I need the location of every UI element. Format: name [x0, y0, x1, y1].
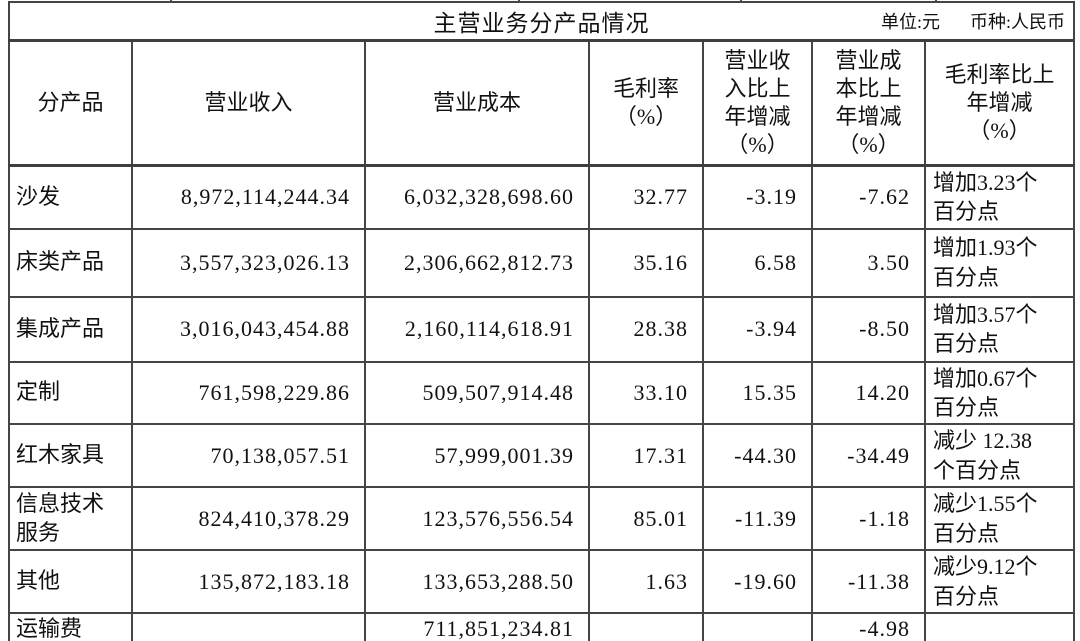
- cell-revenue: 824,410,378.29: [131, 486, 366, 551]
- table-row: 信息技术 服务 824,410,378.29 123,576,556.54 85…: [8, 486, 1076, 551]
- column-header-cost: 营业成本: [364, 39, 590, 167]
- currency-label: 币种:人民币: [970, 12, 1066, 32]
- cell-revenue: 3,016,043,454.88: [131, 295, 366, 363]
- cell-margin-yoy: 减少1.55个 百分点: [923, 486, 1076, 551]
- column-header-revenue: 营业收入: [131, 39, 366, 167]
- cell-cost-yoy: -7.62: [811, 164, 926, 230]
- cell-gross-margin: 17.31: [588, 423, 704, 488]
- cell-gross-margin: 32.77: [588, 164, 704, 230]
- main-product-table: 主营业务分产品情况 单位:元 币种:人民币 分产品 营业收入 营业成本 毛利率 …: [7, 1, 1076, 641]
- cell-revenue: 761,598,229.86: [131, 360, 366, 425]
- cell-margin-yoy: [923, 612, 1076, 641]
- table-header-row: 分产品 营业收入 营业成本 毛利率 （%） 营业收 入比上 年增减 （%） 营业…: [8, 39, 1076, 167]
- cell-revenue-yoy: -44.30: [702, 423, 813, 488]
- cell-product: 信息技术 服务: [8, 486, 133, 551]
- cell-cost: 6,032,328,698.60: [364, 164, 590, 230]
- cell-cost-yoy: -11.38: [811, 549, 926, 614]
- unit-block: 单位:元 币种:人民币: [881, 8, 1065, 34]
- cell-cost: 133,653,288.50: [364, 549, 590, 614]
- cell-revenue: 8,972,114,244.34: [131, 164, 366, 230]
- cell-revenue-yoy: [702, 612, 813, 641]
- column-header-gross-margin: 毛利率 （%）: [588, 39, 704, 167]
- table-row: 运输费 711,851,234.81 -4.98: [8, 612, 1076, 641]
- cell-cost: 509,507,914.48: [364, 360, 590, 425]
- table-row: 集成产品 3,016,043,454.88 2,160,114,618.91 2…: [8, 295, 1076, 363]
- column-header-cost-yoy: 营业成 本比上 年增减 （%）: [811, 39, 926, 167]
- cell-gross-margin: 35.16: [588, 227, 704, 298]
- cell-gross-margin: 28.38: [588, 295, 704, 363]
- cell-cost-yoy: -1.18: [811, 486, 926, 551]
- cell-product: 沙发: [8, 164, 133, 230]
- cell-cost-yoy: 14.20: [811, 360, 926, 425]
- table-title-cell: 主营业务分产品情况 单位:元 币种:人民币: [7, 1, 1076, 42]
- column-header-product: 分产品: [8, 39, 133, 167]
- cell-revenue: 135,872,183.18: [131, 549, 366, 614]
- cell-cost: 2,306,662,812.73: [364, 227, 590, 298]
- cell-cost: 123,576,556.54: [364, 486, 590, 551]
- cell-gross-margin: 1.63: [588, 549, 704, 614]
- table-row: 定制 761,598,229.86 509,507,914.48 33.10 1…: [8, 360, 1076, 425]
- cell-revenue-yoy: 6.58: [702, 227, 813, 298]
- table-row: 床类产品 3,557,323,026.13 2,306,662,812.73 3…: [8, 227, 1076, 298]
- cell-revenue-yoy: -19.60: [702, 549, 813, 614]
- cell-gross-margin: 85.01: [588, 486, 704, 551]
- cell-product: 定制: [8, 360, 133, 425]
- cell-cost: 711,851,234.81: [364, 612, 590, 641]
- cell-gross-margin: [588, 612, 704, 641]
- cell-product: 运输费: [8, 612, 133, 641]
- cell-revenue-yoy: -3.19: [702, 164, 813, 230]
- cell-margin-yoy: 减少 12.38 个百分点: [923, 423, 1076, 488]
- cell-cost: 2,160,114,618.91: [364, 295, 590, 363]
- cell-cost-yoy: 3.50: [811, 227, 926, 298]
- cell-revenue-yoy: 15.35: [702, 360, 813, 425]
- cell-margin-yoy: 减少9.12个 百分点: [923, 549, 1076, 614]
- cell-gross-margin: 33.10: [588, 360, 704, 425]
- cell-margin-yoy: 增加3.57个 百分点: [923, 295, 1076, 363]
- cell-cost-yoy: -4.98: [811, 612, 926, 641]
- cell-margin-yoy: 增加3.23个 百分点: [923, 164, 1076, 230]
- cell-product: 集成产品: [8, 295, 133, 363]
- cell-revenue: 70,138,057.51: [131, 423, 366, 488]
- cell-margin-yoy: 增加1.93个 百分点: [923, 227, 1076, 298]
- cell-cost-yoy: -34.49: [811, 423, 926, 488]
- cell-cost: 57,999,001.39: [364, 423, 590, 488]
- cell-revenue: 3,557,323,026.13: [131, 227, 366, 298]
- table-row: 其他 135,872,183.18 133,653,288.50 1.63 -1…: [8, 549, 1076, 614]
- table-title-row: 主营业务分产品情况 单位:元 币种:人民币: [7, 1, 1076, 42]
- cell-revenue-yoy: -3.94: [702, 295, 813, 363]
- column-header-revenue-yoy: 营业收 入比上 年增减 （%）: [702, 39, 813, 167]
- table-row: 红木家具 70,138,057.51 57,999,001.39 17.31 -…: [8, 423, 1076, 488]
- table-row: 沙发 8,972,114,244.34 6,032,328,698.60 32.…: [8, 164, 1076, 230]
- cell-product: 红木家具: [8, 423, 133, 488]
- cell-product: 其他: [8, 549, 133, 614]
- cell-product: 床类产品: [8, 227, 133, 298]
- table-title: 主营业务分产品情况: [433, 11, 650, 36]
- column-header-margin-yoy: 毛利率比上 年增减 （%）: [923, 39, 1076, 167]
- cell-cost-yoy: -8.50: [811, 295, 926, 363]
- cell-margin-yoy: 增加0.67个 百分点: [923, 360, 1076, 425]
- cell-revenue: [131, 612, 366, 641]
- cell-revenue-yoy: -11.39: [702, 486, 813, 551]
- unit-label: 单位:元: [881, 12, 941, 32]
